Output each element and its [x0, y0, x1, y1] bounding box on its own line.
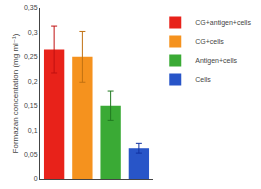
- svg-text:0,3: 0,3: [28, 29, 38, 36]
- svg-text:Cells: Cells: [195, 76, 211, 83]
- svg-text:Antigen+cells: Antigen+cells: [195, 57, 237, 65]
- svg-text:0,2: 0,2: [28, 78, 38, 85]
- svg-text:CG+cells: CG+cells: [195, 38, 224, 45]
- svg-text:Formazan concentation (mg ml⁻¹: Formazan concentation (mg ml⁻¹): [11, 33, 20, 153]
- svg-text:0,35: 0,35: [24, 4, 38, 11]
- svg-text:0,25: 0,25: [24, 53, 38, 60]
- svg-text:0,05: 0,05: [24, 151, 38, 158]
- svg-text:0,1: 0,1: [28, 127, 38, 134]
- svg-text:0: 0: [34, 175, 38, 182]
- svg-text:0,15: 0,15: [24, 102, 38, 109]
- svg-text:CG+antigen+cells: CG+antigen+cells: [195, 19, 251, 27]
